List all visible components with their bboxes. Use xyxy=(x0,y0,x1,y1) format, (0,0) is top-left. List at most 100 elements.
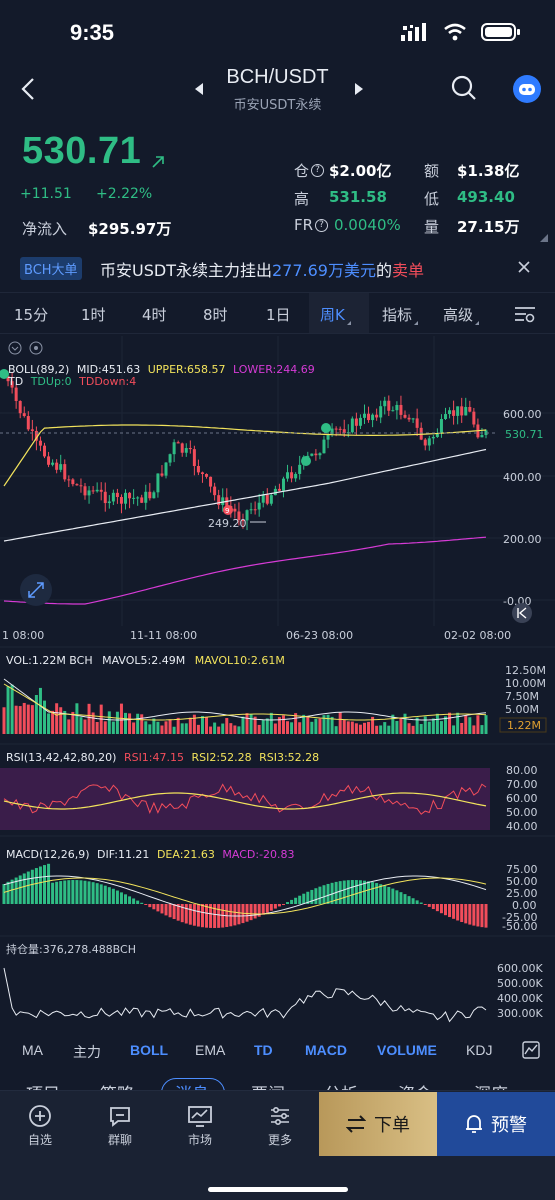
candle-body xyxy=(318,453,322,456)
indicator-kdj[interactable]: KDJ xyxy=(466,1042,493,1058)
volume-bar xyxy=(427,721,431,734)
volume-bar xyxy=(476,715,480,734)
candle-body xyxy=(115,492,119,498)
volume-bar xyxy=(205,717,209,734)
candle-body xyxy=(152,492,156,499)
candle-body xyxy=(367,413,371,421)
volume-bar xyxy=(241,716,245,734)
volume-bar xyxy=(391,714,395,734)
back-icon[interactable] xyxy=(20,76,36,102)
volume-bar xyxy=(306,715,310,734)
indicator-main-force[interactable]: 主力 xyxy=(73,1044,101,1060)
prev-pair-icon[interactable] xyxy=(194,82,204,96)
indicator-boll[interactable]: BOLL xyxy=(130,1042,169,1058)
rsi-y: 50.00 xyxy=(506,806,538,819)
indicator-td[interactable]: TD xyxy=(254,1042,272,1058)
candle-body xyxy=(342,429,346,434)
volume-bar xyxy=(184,723,188,734)
volume-bar xyxy=(140,714,144,734)
macd-bar xyxy=(383,885,387,904)
tab-1h[interactable]: 1时 xyxy=(81,306,106,324)
plus-circle-icon xyxy=(29,1105,51,1127)
change-pct: +2.22% xyxy=(96,186,153,202)
amount-value: $1.38亿 xyxy=(457,162,520,180)
indicator-chart-icon[interactable] xyxy=(522,1041,540,1059)
volume-bar xyxy=(152,718,156,734)
chart-settings-icon[interactable] xyxy=(514,304,536,324)
bottom-nav: 自选 群聊 市场 更多 下单 预警 xyxy=(0,1090,555,1200)
alert-button[interactable]: 预警 xyxy=(437,1092,555,1156)
mavol10-line xyxy=(3,683,487,721)
help-icon[interactable]: ? xyxy=(315,218,329,232)
macd-bar xyxy=(273,904,277,909)
help-icon[interactable]: ? xyxy=(311,164,325,177)
nav-more[interactable]: 更多 xyxy=(250,1101,310,1148)
volume-bar xyxy=(261,719,265,734)
tab-8h[interactable]: 8时 xyxy=(203,306,228,324)
tab-4h[interactable]: 4时 xyxy=(142,306,167,324)
candle-body xyxy=(472,411,476,425)
chart-toggle-icons[interactable] xyxy=(8,341,43,355)
macd-bar xyxy=(399,892,403,904)
next-pair-icon[interactable] xyxy=(354,82,364,96)
volume-bar xyxy=(362,722,366,734)
kline-chart[interactable]: 530.71 600.00 400.00 200.00 -0.00 249.20… xyxy=(0,336,555,1036)
macd-bar xyxy=(30,869,34,904)
candle-body xyxy=(168,454,172,463)
volume-bar xyxy=(71,711,75,734)
candle-body xyxy=(99,489,103,492)
candle-body xyxy=(427,438,431,446)
volume-bar xyxy=(375,725,379,734)
macd-bar xyxy=(59,881,63,904)
pair-title[interactable]: BCH/USDT xyxy=(226,66,329,88)
nav-watchlist[interactable]: 自选 xyxy=(10,1101,70,1148)
nav-market[interactable]: 市场 xyxy=(170,1101,230,1148)
volume-bar xyxy=(18,706,22,734)
volume-bar xyxy=(115,711,119,734)
candle-body xyxy=(407,417,411,420)
indicator-ema[interactable]: EMA xyxy=(195,1042,226,1058)
volume-bar xyxy=(34,695,38,734)
assistant-bot-icon[interactable] xyxy=(512,74,542,104)
macd-bar xyxy=(205,904,209,928)
macd-bar xyxy=(419,902,423,904)
volume-bar xyxy=(290,722,294,734)
fullscreen-icon[interactable] xyxy=(20,574,52,606)
volume-bar xyxy=(156,721,160,734)
indicator-volume[interactable]: VOLUME xyxy=(377,1042,437,1058)
macd-bar xyxy=(22,873,26,904)
volume-bar xyxy=(330,716,334,734)
net-inflow-label: 净流入 xyxy=(22,220,68,238)
tab-15m[interactable]: 15分 xyxy=(14,306,49,324)
expand-corner-icon[interactable] xyxy=(539,233,549,243)
order-button[interactable]: 下单 xyxy=(319,1092,437,1156)
macd-bar xyxy=(237,904,241,925)
volume-bar xyxy=(95,721,99,734)
large-order-notice[interactable]: BCH大单 币安USDT永续主力挂出277.69万美元的卖单 xyxy=(0,254,555,284)
candle-body xyxy=(148,491,152,499)
volume-bar xyxy=(188,717,192,734)
macd-bar xyxy=(119,892,123,904)
indicator-ma[interactable]: MA xyxy=(22,1042,43,1058)
close-icon[interactable] xyxy=(517,260,531,274)
indicator-macd[interactable]: MACD xyxy=(305,1042,347,1058)
nav-group-chat[interactable]: 群聊 xyxy=(90,1101,150,1148)
macd-bar xyxy=(298,895,302,904)
candle-body xyxy=(245,510,249,521)
search-icon[interactable] xyxy=(451,75,477,101)
candle-body xyxy=(75,484,79,486)
macd-bar xyxy=(427,904,431,907)
reset-view-icon[interactable] xyxy=(512,603,532,623)
volume-bar xyxy=(209,726,213,734)
candle-body xyxy=(6,375,10,382)
tab-advanced[interactable]: 高级 xyxy=(443,304,480,325)
tab-weekly[interactable]: 周K xyxy=(320,304,351,325)
candle-body xyxy=(277,488,281,491)
macd-bar xyxy=(124,894,128,904)
candle-body xyxy=(290,472,294,479)
volume-bar xyxy=(456,712,460,734)
volume-bar xyxy=(411,725,415,734)
candle-body xyxy=(452,410,456,416)
tab-1d[interactable]: 1日 xyxy=(266,306,291,324)
tab-indicators[interactable]: 指标 xyxy=(382,304,419,325)
